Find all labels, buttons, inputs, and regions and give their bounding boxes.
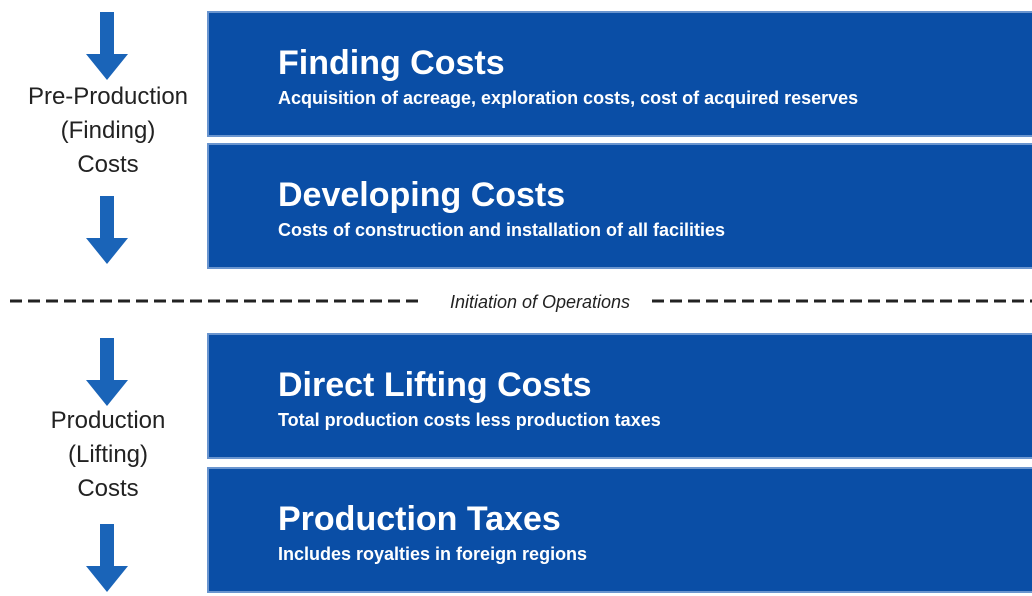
phase-label: Costs	[77, 475, 138, 502]
box-title: Finding Costs	[278, 44, 505, 82]
cost-box	[207, 143, 1032, 269]
box-description: Acquisition of acreage, exploration cost…	[278, 88, 858, 108]
phase-label: Production	[51, 407, 166, 434]
box-description: Includes royalties in foreign regions	[278, 544, 587, 564]
arrows	[86, 12, 128, 592]
phase-label: Costs	[77, 151, 138, 178]
cost-box	[207, 11, 1032, 137]
box-title: Production Taxes	[278, 500, 561, 538]
phase-label: (Lifting)	[68, 441, 148, 468]
box-title: Direct Lifting Costs	[278, 366, 592, 404]
box-description: Costs of construction and installation o…	[278, 220, 725, 240]
box-title: Developing Costs	[278, 176, 565, 214]
phase-label: Pre-Production	[28, 83, 188, 110]
cost-box	[207, 467, 1032, 593]
phase-label: (Finding)	[61, 117, 156, 144]
box-description: Total production costs less production t…	[278, 410, 661, 430]
divider-label: Initiation of Operations	[450, 292, 630, 312]
cost-box	[207, 333, 1032, 459]
